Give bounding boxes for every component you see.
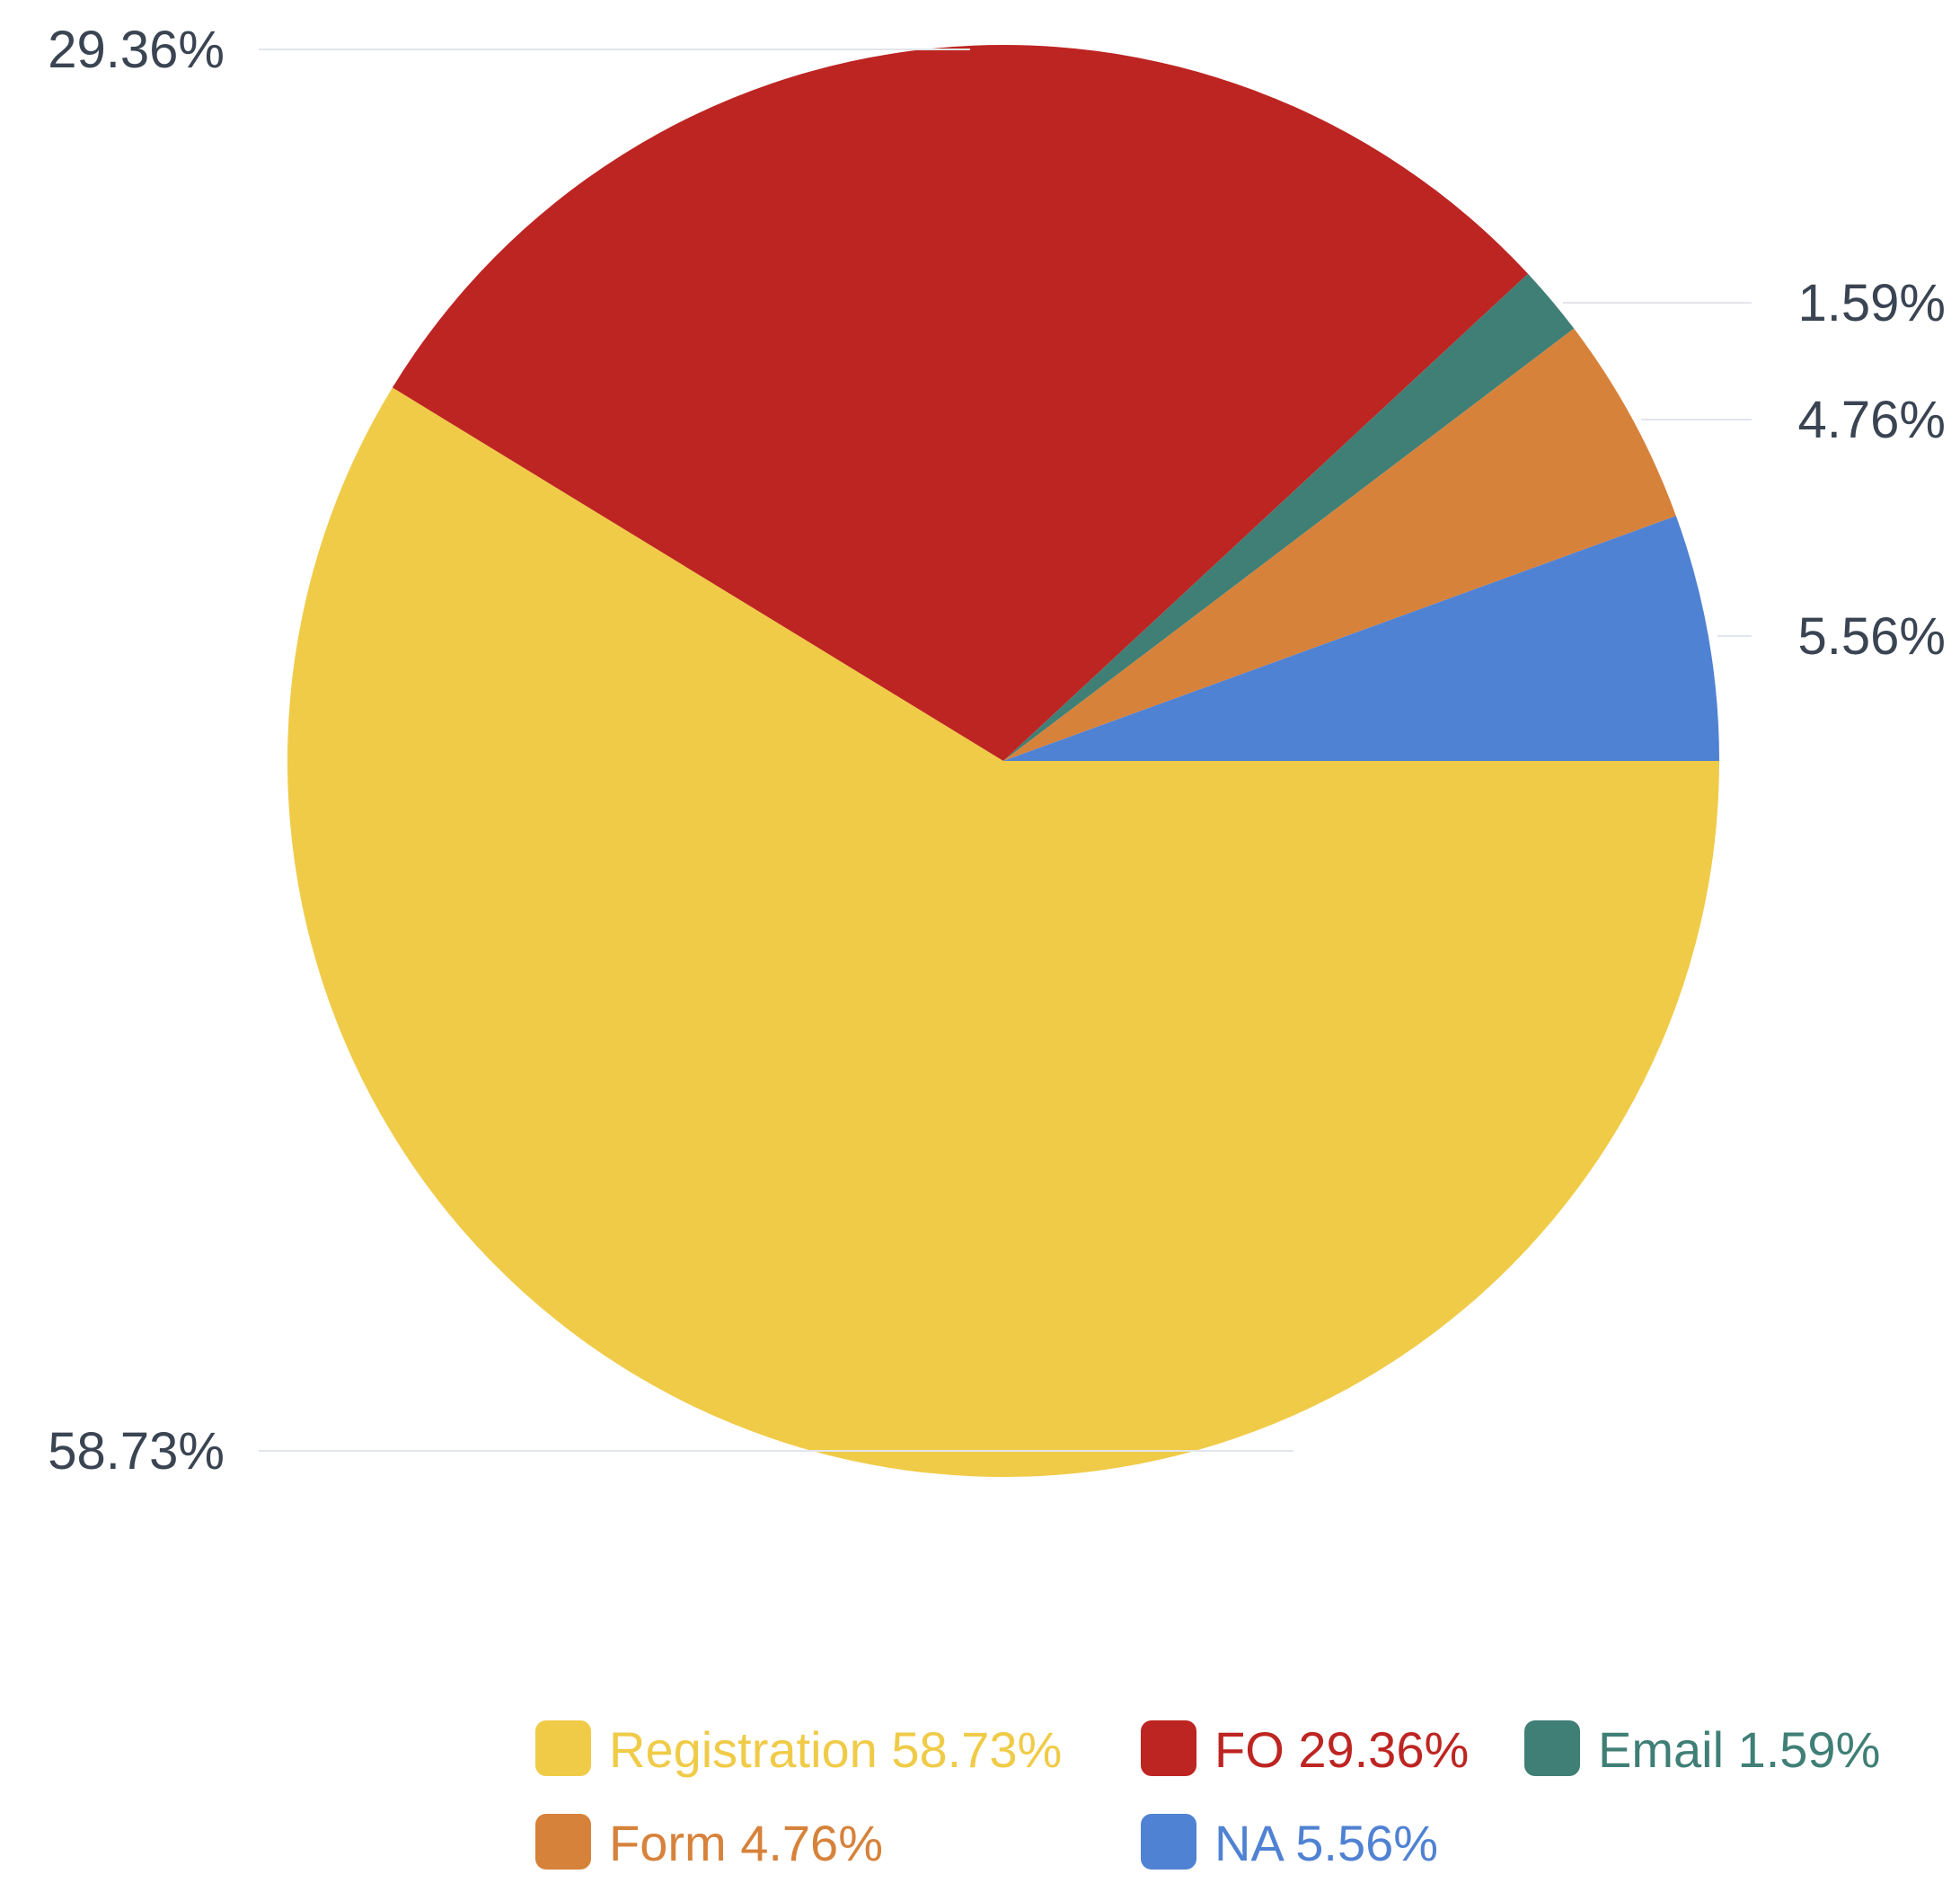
slice-label-na: 5.56%: [1798, 607, 1946, 666]
leader-lines: [259, 49, 1752, 1452]
legend-swatch-email: [1524, 1720, 1580, 1776]
legend-label-form: Form 4.76%: [609, 1815, 883, 1871]
slice-label-fo: 29.36%: [48, 21, 225, 79]
legend-item-registration[interactable]: Registration 58.73%: [535, 1720, 1062, 1778]
slice-label-registration: 58.73%: [48, 1422, 225, 1481]
slice-label-email: 1.59%: [1798, 274, 1946, 332]
slice-labels: 58.73% 29.36% 1.59% 4.76% 5.56%: [48, 21, 1946, 1481]
pie-slice-na: [1003, 516, 1719, 761]
legend-label-fo: FO 29.36%: [1214, 1721, 1469, 1778]
legend-item-fo[interactable]: FO 29.36%: [1141, 1720, 1469, 1778]
legend-label-email: Email 1.59%: [1598, 1721, 1880, 1778]
legend-item-form[interactable]: Form 4.76%: [535, 1814, 883, 1871]
legend-label-registration: Registration 58.73%: [609, 1721, 1062, 1778]
slice-label-form: 4.76%: [1798, 391, 1946, 449]
pie-slice-email: [1003, 273, 1575, 761]
pie-slice-form: [1003, 328, 1676, 761]
legend-label-na: NA 5.56%: [1214, 1815, 1438, 1871]
legend-swatch-fo: [1141, 1720, 1196, 1776]
pie-slice-fo: [392, 44, 1529, 761]
legend: Registration 58.73% FO 29.36% Email 1.59% F…: [535, 1720, 1880, 1871]
legend-item-na[interactable]: NA 5.56%: [1141, 1814, 1438, 1871]
legend-swatch-na: [1141, 1814, 1196, 1870]
legend-item-email[interactable]: Email 1.59%: [1524, 1720, 1880, 1778]
legend-swatch-form: [535, 1814, 591, 1870]
pie-slice-registration: [287, 387, 1719, 1477]
legend-swatch-registration: [535, 1720, 591, 1776]
pie-slices: [287, 44, 1719, 1477]
